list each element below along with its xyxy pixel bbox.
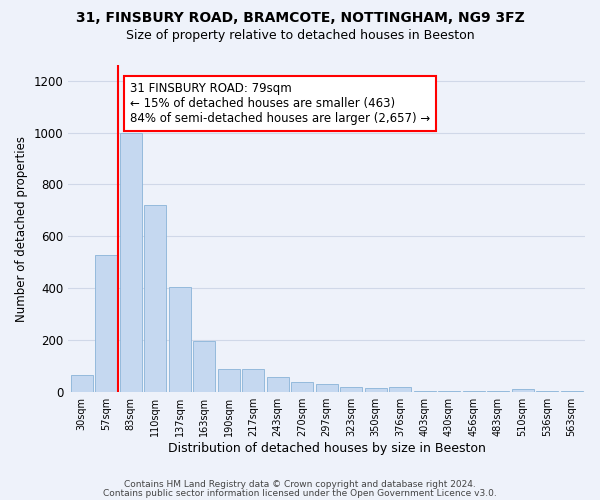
Bar — [365, 388, 386, 392]
Bar — [340, 387, 362, 392]
Bar — [512, 389, 533, 392]
Text: Contains HM Land Registry data © Crown copyright and database right 2024.: Contains HM Land Registry data © Crown c… — [124, 480, 476, 489]
Bar — [218, 370, 239, 392]
X-axis label: Distribution of detached houses by size in Beeston: Distribution of detached houses by size … — [167, 442, 485, 455]
Bar — [119, 132, 142, 392]
Bar — [144, 205, 166, 392]
Text: Size of property relative to detached houses in Beeston: Size of property relative to detached ho… — [125, 29, 475, 42]
Bar — [242, 370, 264, 392]
Text: 31, FINSBURY ROAD, BRAMCOTE, NOTTINGHAM, NG9 3FZ: 31, FINSBURY ROAD, BRAMCOTE, NOTTINGHAM,… — [76, 12, 524, 26]
Text: Contains public sector information licensed under the Open Government Licence v3: Contains public sector information licen… — [103, 489, 497, 498]
Bar — [193, 341, 215, 392]
Text: 31 FINSBURY ROAD: 79sqm
← 15% of detached houses are smaller (463)
84% of semi-d: 31 FINSBURY ROAD: 79sqm ← 15% of detache… — [130, 82, 430, 125]
Bar — [316, 384, 338, 392]
Bar — [266, 377, 289, 392]
Bar — [389, 387, 411, 392]
Y-axis label: Number of detached properties: Number of detached properties — [15, 136, 28, 322]
Bar — [291, 382, 313, 392]
Bar — [95, 254, 117, 392]
Bar — [71, 376, 92, 392]
Bar — [169, 287, 191, 392]
